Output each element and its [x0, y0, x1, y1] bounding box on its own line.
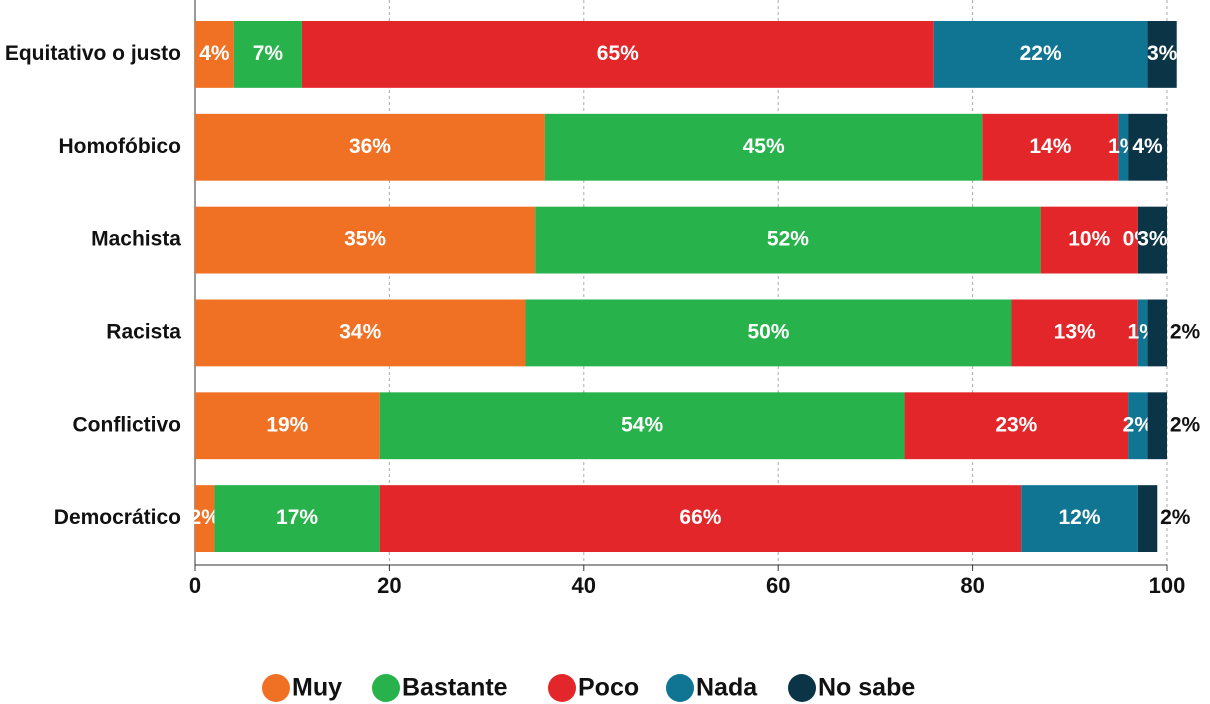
y-tick-label: Machista	[91, 228, 181, 251]
legend-label: Bastante	[402, 674, 508, 702]
bar-segment	[195, 392, 380, 460]
bar-segment	[379, 392, 905, 460]
legend-label: Poco	[578, 674, 639, 702]
value-label: 52%	[767, 228, 809, 251]
bar-segment	[1137, 485, 1158, 553]
legend-label: Nada	[696, 674, 758, 702]
legend-label: Muy	[292, 674, 342, 702]
bar-segment	[301, 20, 934, 88]
bar-segment	[1011, 299, 1138, 367]
y-tick-label: Homofóbico	[59, 135, 181, 158]
bar-segment	[904, 392, 1129, 460]
value-label: 2%	[1160, 506, 1191, 529]
bar-segment	[933, 20, 1148, 88]
value-label: 3%	[1147, 42, 1178, 65]
legend-swatch	[666, 674, 694, 702]
bar-segment	[1040, 206, 1138, 274]
x-tick-label: 80	[960, 573, 984, 598]
bar-segment	[1118, 113, 1129, 181]
value-label: 65%	[597, 42, 639, 65]
value-label: 14%	[1029, 135, 1071, 158]
bar-segment	[1128, 392, 1148, 460]
bar-segment	[1137, 299, 1148, 367]
legend-swatch	[788, 674, 816, 702]
value-label: 7%	[253, 42, 284, 65]
bar-segment	[195, 206, 536, 274]
value-label: 35%	[344, 228, 386, 251]
bar-segment	[1147, 392, 1167, 460]
value-label: 2%	[1170, 413, 1201, 436]
value-label: 36%	[349, 135, 391, 158]
value-label: 13%	[1054, 320, 1096, 343]
x-tick-label: 40	[572, 573, 596, 598]
value-label: 4%	[1132, 135, 1163, 158]
bar-segment	[195, 485, 215, 553]
x-tick-label: 0	[189, 573, 201, 598]
bar-segment	[195, 113, 545, 181]
legend-label: No sabe	[818, 674, 915, 702]
y-tick-label: Equitativo o justo	[5, 42, 181, 65]
value-label: 50%	[747, 320, 789, 343]
bar-segment	[1021, 485, 1138, 553]
bar-segment	[982, 113, 1119, 181]
bar-segment	[1128, 113, 1167, 181]
value-label: 3%	[1137, 228, 1168, 251]
legend-swatch	[262, 674, 290, 702]
value-label: 2%	[190, 506, 221, 529]
x-tick-label: 60	[766, 573, 790, 598]
x-tick-label: 20	[377, 573, 401, 598]
legend-swatch	[548, 674, 576, 702]
value-label: 19%	[266, 413, 308, 436]
value-label: 54%	[621, 413, 663, 436]
value-label: 22%	[1020, 42, 1062, 65]
value-label: 10%	[1068, 228, 1110, 251]
value-label: 2%	[1123, 413, 1154, 436]
bar-segment	[214, 485, 380, 553]
bar-segment	[379, 485, 1022, 553]
bar-segment	[1147, 299, 1167, 367]
legend-swatch	[372, 674, 400, 702]
value-label: 34%	[339, 320, 381, 343]
bar-segment	[1147, 20, 1177, 88]
value-label: 12%	[1059, 506, 1101, 529]
y-tick-label: Conflictivo	[73, 413, 182, 436]
value-label: 2%	[1170, 320, 1201, 343]
value-label: 17%	[276, 506, 318, 529]
value-label: 23%	[995, 413, 1037, 436]
x-tick-label: 100	[1149, 573, 1186, 598]
bar-segment	[233, 20, 302, 88]
bar-segment	[195, 299, 526, 367]
y-tick-label: Racista	[106, 320, 181, 343]
bar-segment	[525, 299, 1012, 367]
value-label: 4%	[199, 42, 230, 65]
bar-segment	[544, 113, 983, 181]
value-label: 66%	[679, 506, 721, 529]
bar-segment	[535, 206, 1041, 274]
bar-segment	[195, 20, 234, 88]
y-tick-label: Democrático	[54, 506, 181, 529]
bar-segment	[1137, 206, 1167, 274]
value-label: 45%	[743, 135, 785, 158]
